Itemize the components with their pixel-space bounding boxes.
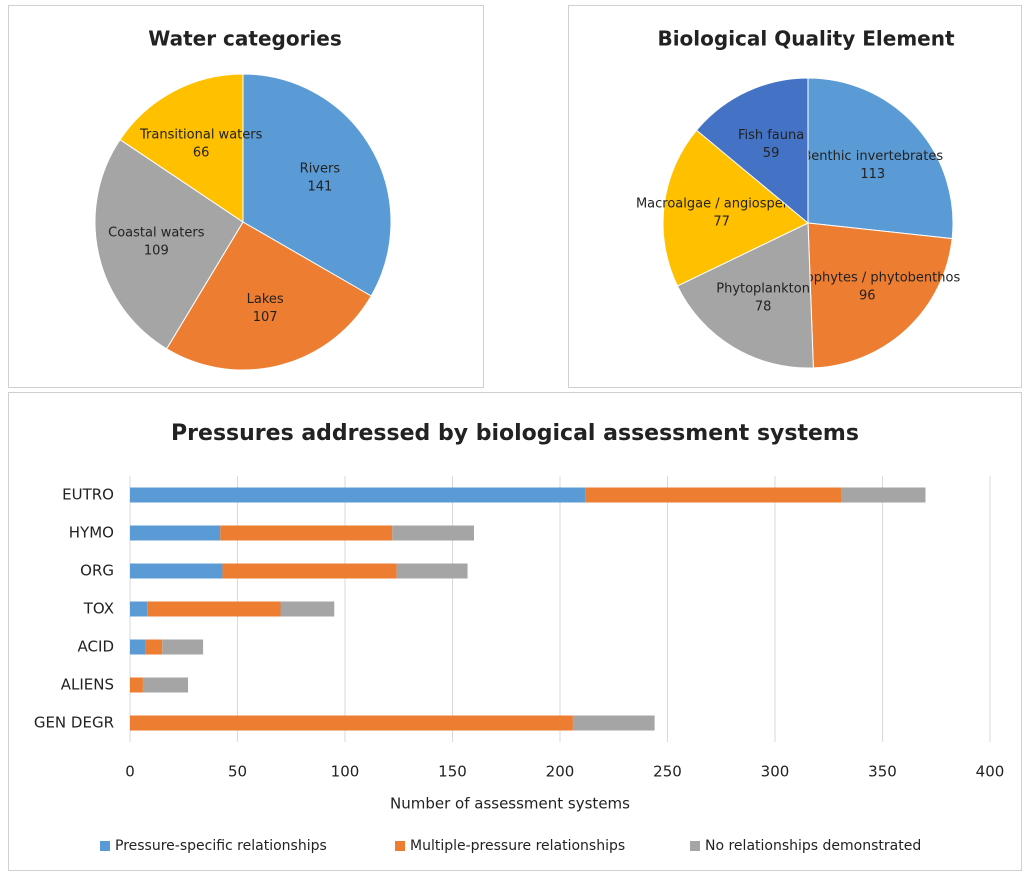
legend-label: No relationships demonstrated [705,838,921,854]
legend-swatch [100,841,110,851]
bar-segment [572,715,655,731]
x-tick-label: 400 [976,763,1005,781]
legend-label: Multiple-pressure relationships [410,838,625,854]
x-tick-label: 0 [125,763,135,781]
bar-segment [396,563,468,579]
bar-segment [130,487,586,503]
panel [8,392,1022,871]
bar-segment [130,677,143,693]
slice-value: 113 [860,166,885,181]
slice-category: Benthic invertebrates [802,148,943,163]
bar-segment [130,639,146,655]
slice-label: Macrophytes / phytobenthos 96 [774,270,960,303]
pie-slice [807,222,953,369]
x-tick-label: 150 [438,763,467,781]
x-tick-label: 350 [868,763,897,781]
slice-value: 77 [713,214,730,229]
pie-slice [695,77,809,225]
y-tick-label: TOX [83,600,114,618]
bar-segment [220,525,393,541]
y-tick-label: ALIENS [61,676,114,694]
bar-segment [222,563,397,579]
slice-value: 78 [755,299,772,314]
bar-segment [147,601,281,617]
x-tick-label: 100 [331,763,360,781]
pie-slice [242,73,392,297]
slice-value: 107 [253,309,278,324]
x-tick-label: 200 [546,763,575,781]
legend-swatch [395,841,405,851]
slice-label: Fish fauna 59 [738,128,804,161]
chart-title: Water categories [148,27,342,51]
slice-label: Rivers 141 [300,161,341,194]
x-axis-label: Number of assessment systems [390,795,630,813]
slice-label: Phytoplankton 78 [716,281,810,314]
bar-segment [841,487,926,503]
slice-category: Lakes [247,291,284,306]
y-tick-label: ORG [80,562,114,580]
pie-slice [807,77,954,240]
slice-label: Coastal waters 109 [108,225,205,258]
bar-segment [162,639,204,655]
y-tick-label: EUTRO [62,486,114,504]
pie-slice [94,138,244,350]
slice-value: 109 [144,243,169,258]
slice-category: Transitional waters [139,127,263,142]
chart-title: Biological Quality Element [657,27,955,51]
chart-title: Pressures addressed by biological assess… [171,421,859,446]
bar-segment [130,525,221,541]
pie-slice [165,221,372,371]
slice-value: 96 [859,288,876,303]
x-tick-label: 250 [653,763,682,781]
slice-label: Benthic invertebrates 113 [802,148,943,181]
slice-category: Macrophytes / phytobenthos [774,270,960,285]
y-tick-label: ACID [78,638,114,656]
slice-label: Transitional waters 66 [139,127,263,160]
pie-slice [676,222,814,369]
bar-segment [130,601,148,617]
pie-slice [662,129,809,287]
slice-label: Macroalgae / angiosperms 77 [636,196,808,229]
slice-category: Phytoplankton [716,281,810,296]
slice-category: Macroalgae / angiosperms [636,196,808,211]
bar-segment [130,563,223,579]
bar-segment [392,525,474,541]
legend-label: Pressure-specific relationships [115,838,327,854]
bar-segment [145,639,163,655]
slice-label: Lakes 107 [247,291,284,324]
slice-value: 66 [193,145,210,160]
y-tick-label: HYMO [69,524,114,542]
bar-segment [280,601,335,617]
slice-category: Rivers [300,161,341,176]
slice-category: Coastal waters [108,225,205,240]
bar-segment [130,715,573,731]
pie-slice [119,73,244,223]
bar-segment [585,487,842,503]
bar-segment [142,677,189,693]
y-tick-label: GEN DEGR [34,714,114,732]
x-tick-label: 50 [228,763,247,781]
x-tick-label: 300 [761,763,790,781]
slice-value: 59 [763,146,780,161]
slice-value: 141 [307,179,332,194]
slice-category: Fish fauna [738,128,804,143]
legend-swatch [690,841,700,851]
